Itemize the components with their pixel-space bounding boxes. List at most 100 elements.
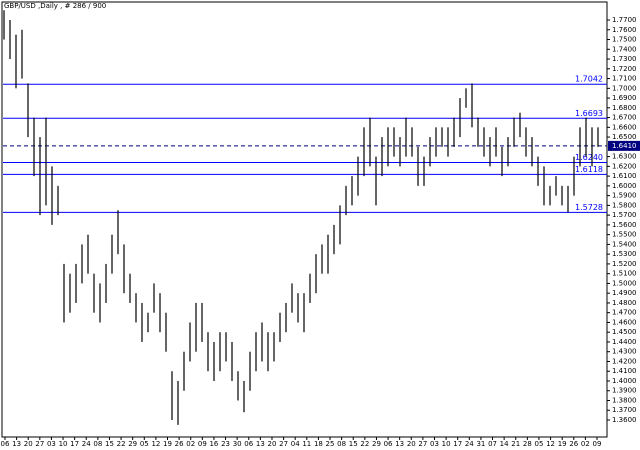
x-tick-label: 26 <box>175 440 184 448</box>
level-label: 1.6240 <box>575 153 603 162</box>
level-label: 1.5728 <box>575 203 603 212</box>
x-tick-label: 13 <box>395 440 404 448</box>
x-tick-label: 07 <box>488 440 497 448</box>
x-tick-label: 20 <box>24 440 33 448</box>
x-tick-label: 17 <box>70 440 79 448</box>
x-tick-label: 27 <box>35 440 44 448</box>
y-tick-label: 1.7700 <box>612 16 637 24</box>
level-label: 1.6118 <box>575 165 603 174</box>
x-tick-label: 22 <box>360 440 369 448</box>
y-tick-label: 1.3800 <box>612 396 637 404</box>
y-tick-label: 1.5100 <box>612 270 637 278</box>
x-tick-label: 14 <box>500 440 509 448</box>
x-tick-label: 08 <box>337 440 346 448</box>
x-tick-label: 05 <box>140 440 149 448</box>
y-tick-label: 1.6300 <box>612 153 637 161</box>
y-tick-label: 1.6000 <box>612 182 637 190</box>
y-tick-label: 1.7400 <box>612 45 637 53</box>
y-tick-label: 1.5800 <box>612 201 637 209</box>
x-tick-label: 06 <box>384 440 393 448</box>
x-tick-label: 03 <box>430 440 439 448</box>
y-tick-label: 1.5900 <box>612 192 637 200</box>
x-tick-label: 26 <box>569 440 578 448</box>
y-tick-label: 1.6900 <box>612 94 637 102</box>
plot-frame <box>1 1 608 438</box>
current-price-box <box>608 140 640 151</box>
x-tick-label: 06 <box>1 440 10 448</box>
x-tick-label: 09 <box>593 440 602 448</box>
x-tick-label: 03 <box>47 440 56 448</box>
current-price-label: 1.6410 <box>612 142 637 150</box>
y-tick-label: 1.3600 <box>612 416 637 424</box>
x-tick-label: 29 <box>372 440 381 448</box>
y-tick-label: 1.7500 <box>612 36 637 44</box>
x-tick-label: 09 <box>198 440 207 448</box>
x-tick-label: 12 <box>151 440 160 448</box>
level-label: 1.7042 <box>575 75 603 84</box>
y-tick-label: 1.7200 <box>612 65 637 73</box>
x-tick-label: 10 <box>59 440 68 448</box>
x-tick-label: 18 <box>314 440 323 448</box>
chart-title: GBP/USD ,Daily , # 286 / 900 <box>4 2 106 10</box>
x-tick-label: 05 <box>534 440 543 448</box>
x-tick-label: 08 <box>93 440 102 448</box>
x-tick-label: 23 <box>221 440 230 448</box>
y-tick-label: 1.4500 <box>612 328 637 336</box>
y-tick-label: 1.4300 <box>612 348 637 356</box>
x-tick-label: 11 <box>302 440 311 448</box>
y-tick-label: 1.4400 <box>612 338 637 346</box>
x-tick-label: 25 <box>326 440 335 448</box>
y-tick-label: 1.7600 <box>612 26 637 34</box>
x-tick-label: 17 <box>453 440 462 448</box>
y-tick-label: 1.6700 <box>612 114 637 122</box>
y-tick-label: 1.6200 <box>612 162 637 170</box>
x-tick-label: 20 <box>407 440 416 448</box>
y-tick-label: 1.3900 <box>612 387 637 395</box>
y-tick-label: 1.6500 <box>612 133 637 141</box>
x-tick-label: 28 <box>523 440 532 448</box>
y-tick-label: 1.6800 <box>612 104 637 112</box>
x-tick-label: 20 <box>268 440 277 448</box>
x-tick-label: 27 <box>279 440 288 448</box>
level-label: 1.6693 <box>575 109 603 118</box>
y-tick-label: 1.4600 <box>612 318 637 326</box>
x-tick-label: 13 <box>256 440 265 448</box>
x-tick-label: 15 <box>349 440 358 448</box>
x-tick-label: 24 <box>82 440 91 448</box>
y-tick-label: 1.5600 <box>612 221 637 229</box>
y-tick-label: 1.4900 <box>612 289 637 297</box>
x-tick-label: 30 <box>233 440 242 448</box>
x-tick-label: 04 <box>291 440 300 448</box>
x-tick-label: 24 <box>465 440 474 448</box>
y-tick-label: 1.4000 <box>612 377 637 385</box>
y-tick-label: 1.4800 <box>612 299 637 307</box>
y-tick-label: 1.5200 <box>612 260 637 268</box>
x-tick-label: 19 <box>163 440 172 448</box>
x-tick-label: 02 <box>186 440 195 448</box>
x-tick-label: 06 <box>244 440 253 448</box>
x-tick-label: 31 <box>476 440 485 448</box>
x-tick-label: 21 <box>511 440 520 448</box>
y-tick-label: 1.5700 <box>612 211 637 219</box>
x-tick-label: 16 <box>209 440 218 448</box>
x-tick-label: 13 <box>12 440 21 448</box>
x-tick-label: 12 <box>546 440 555 448</box>
y-tick-label: 1.7000 <box>612 84 637 92</box>
y-tick-label: 1.4700 <box>612 309 637 317</box>
x-tick-label: 02 <box>581 440 590 448</box>
y-tick-label: 1.5300 <box>612 250 637 258</box>
x-tick-label: 15 <box>105 440 114 448</box>
y-tick-label: 1.7100 <box>612 75 637 83</box>
y-tick-label: 1.4100 <box>612 367 637 375</box>
x-tick-label: 27 <box>418 440 427 448</box>
y-tick-label: 1.4200 <box>612 357 637 365</box>
y-tick-label: 1.7300 <box>612 55 637 63</box>
x-tick-label: 22 <box>117 440 126 448</box>
y-tick-label: 1.5000 <box>612 279 637 287</box>
y-tick-label: 1.6600 <box>612 123 637 131</box>
x-tick-label: 19 <box>558 440 567 448</box>
x-tick-label: 10 <box>442 440 451 448</box>
y-tick-label: 1.5400 <box>612 240 637 248</box>
x-tick-label: 29 <box>128 440 137 448</box>
